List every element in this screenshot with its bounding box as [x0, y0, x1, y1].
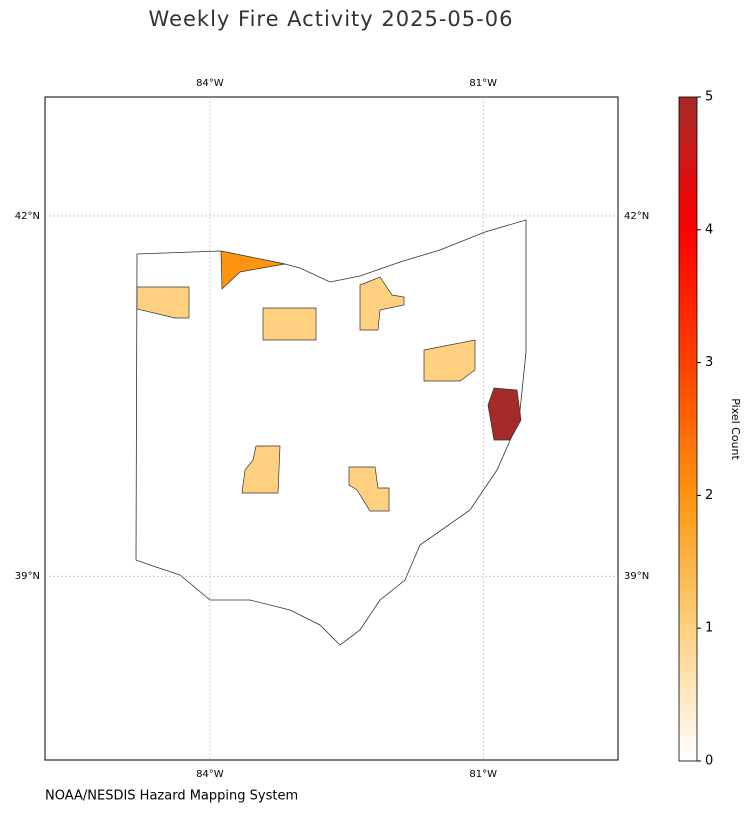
y-tick-label: 42°N: [15, 211, 40, 222]
colorbar: [678, 96, 698, 762]
county-fill: [262, 307, 317, 341]
map-frame: [44, 96, 619, 761]
county-fill: [220, 250, 286, 290]
county-fill: [136, 286, 190, 319]
x-tick-label: 81°W: [469, 78, 497, 89]
colorbar-tick-label: 2: [705, 488, 713, 503]
y-tick-label: 39°N: [15, 571, 40, 582]
chart-title: Weekly Fire Activity 2025-05-06: [149, 7, 514, 31]
colorbar-label: Pixel Count: [729, 398, 742, 460]
county-fill: [359, 276, 405, 331]
state-outline: [135, 219, 527, 646]
colorbar-tick-label: 0: [705, 754, 713, 769]
colorbar-tick-label: 3: [705, 355, 713, 370]
colorbar-tick-label: 1: [705, 621, 713, 636]
y-tick-label: 39°N: [624, 571, 649, 582]
county-fill: [348, 466, 390, 512]
county-fill: [487, 387, 522, 441]
colorbar-tick-label: 4: [705, 222, 713, 237]
county-fill: [241, 445, 281, 494]
x-tick-label: 81°W: [469, 769, 497, 780]
source-note: NOAA/NESDIS Hazard Mapping System: [45, 789, 298, 804]
colorbar-tick-label: 5: [705, 90, 713, 105]
x-tick-label: 84°W: [196, 78, 224, 89]
x-tick-label: 84°W: [196, 769, 224, 780]
y-tick-label: 42°N: [624, 211, 649, 222]
county-fill: [423, 339, 476, 382]
